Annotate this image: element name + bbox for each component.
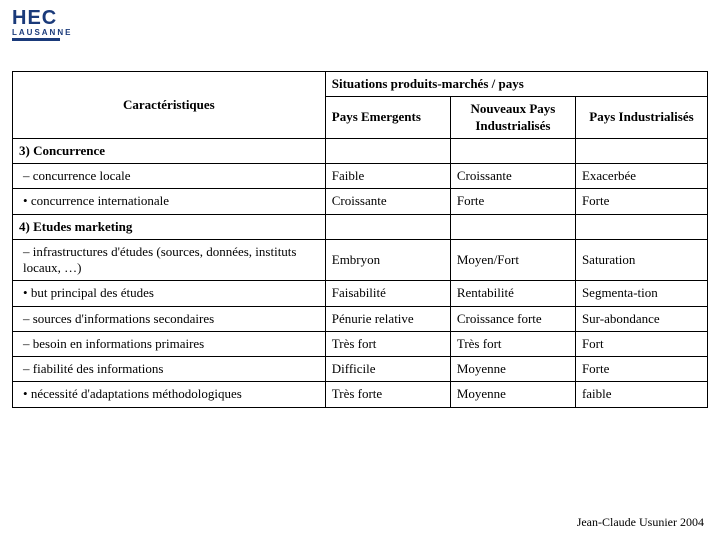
header-group: Situations produits-marchés / pays: [325, 72, 707, 97]
characteristics-table: Caractéristiques Situations produits-mar…: [12, 71, 708, 408]
row-label: concurrence internationale: [13, 189, 326, 214]
row-label: besoin en informations primaires: [13, 331, 326, 356]
row-label: infrastructures d'études (sources, donné…: [13, 239, 326, 281]
row-v2: Forte: [450, 189, 575, 214]
row-v3: Forte: [575, 357, 707, 382]
row-v2: Rentabilité: [450, 281, 575, 306]
logo-top: HEC: [12, 8, 708, 28]
row-v2: Moyenne: [450, 382, 575, 407]
row-label: sources d'informations secondaires: [13, 306, 326, 331]
table-row: sources d'informations secondaires Pénur…: [13, 306, 708, 331]
row-v1: Embryon: [325, 239, 450, 281]
row-v1: Difficile: [325, 357, 450, 382]
row-v2: Croissante: [450, 164, 575, 189]
row-v2: Moyen/Fort: [450, 239, 575, 281]
empty-cell: [325, 138, 450, 163]
row-v3: Saturation: [575, 239, 707, 281]
table-row: fiabilité des informations Difficile Moy…: [13, 357, 708, 382]
row-v3: faible: [575, 382, 707, 407]
empty-cell: [325, 214, 450, 239]
empty-cell: [575, 138, 707, 163]
empty-cell: [575, 214, 707, 239]
header-row-1: Caractéristiques Situations produits-mar…: [13, 72, 708, 97]
row-label: concurrence locale: [13, 164, 326, 189]
row-v1: Faisabilité: [325, 281, 450, 306]
table-row: concurrence locale Faible Croissante Exa…: [13, 164, 708, 189]
row-v3: Sur-abondance: [575, 306, 707, 331]
logo-underline: [12, 38, 60, 41]
section-4-label: 4) Etudes marketing: [13, 214, 326, 239]
header-col3: Pays Industrialisés: [575, 97, 707, 139]
header-col2: Nouveaux Pays Industrialisés: [450, 97, 575, 139]
section-row-3: 3) Concurrence: [13, 138, 708, 163]
empty-cell: [450, 214, 575, 239]
table-row: but principal des études Faisabilité Ren…: [13, 281, 708, 306]
row-v2: Moyenne: [450, 357, 575, 382]
row-v3: Exacerbée: [575, 164, 707, 189]
footer-credit: Jean-Claude Usunier 2004: [577, 515, 704, 530]
row-v2: Très fort: [450, 331, 575, 356]
table-row: besoin en informations primaires Très fo…: [13, 331, 708, 356]
row-v3: Fort: [575, 331, 707, 356]
table-row: infrastructures d'études (sources, donné…: [13, 239, 708, 281]
row-v1: Pénurie relative: [325, 306, 450, 331]
row-label: fiabilité des informations: [13, 357, 326, 382]
row-v3: Forte: [575, 189, 707, 214]
section-row-4: 4) Etudes marketing: [13, 214, 708, 239]
header-characteristics: Caractéristiques: [13, 72, 326, 139]
row-v3: Segmenta-tion: [575, 281, 707, 306]
empty-cell: [450, 138, 575, 163]
row-label: nécessité d'adaptations méthodologiques: [13, 382, 326, 407]
row-label: but principal des études: [13, 281, 326, 306]
header-col1: Pays Emergents: [325, 97, 450, 139]
row-v1: Faible: [325, 164, 450, 189]
table-row: nécessité d'adaptations méthodologiques …: [13, 382, 708, 407]
section-3-label: 3) Concurrence: [13, 138, 326, 163]
hec-logo: HEC LAUSANNE: [12, 8, 708, 41]
row-v2: Croissance forte: [450, 306, 575, 331]
row-v1: Très forte: [325, 382, 450, 407]
logo-bottom: LAUSANNE: [12, 28, 60, 37]
row-v1: Croissante: [325, 189, 450, 214]
row-v1: Très fort: [325, 331, 450, 356]
table-row: concurrence internationale Croissante Fo…: [13, 189, 708, 214]
